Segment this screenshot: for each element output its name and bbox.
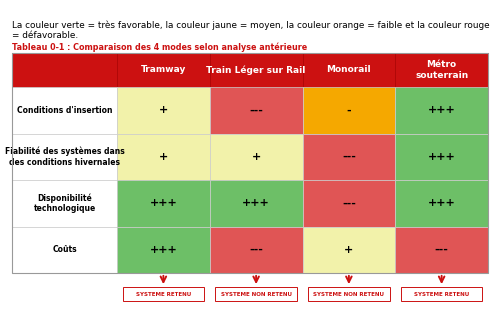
Bar: [302, 134, 395, 180]
Bar: [117, 180, 210, 226]
Bar: [401, 287, 482, 301]
Bar: [302, 226, 395, 273]
Text: Train Léger sur Rail: Train Léger sur Rail: [206, 65, 306, 75]
Bar: [12, 53, 117, 87]
Text: ---: ---: [249, 245, 263, 255]
Text: SYSTEME NON RETENU: SYSTEME NON RETENU: [314, 291, 384, 296]
Bar: [117, 134, 210, 180]
Bar: [210, 226, 302, 273]
Text: SYSTEME RETENU: SYSTEME RETENU: [414, 291, 469, 296]
Bar: [12, 134, 117, 180]
Text: +++: +++: [428, 198, 456, 208]
Text: ---: ---: [342, 198, 356, 208]
Text: +: +: [252, 152, 261, 162]
Text: +: +: [344, 245, 354, 255]
Bar: [117, 53, 210, 87]
Text: La couleur verte = très favorable, la couleur jaune = moyen, la couleur orange =: La couleur verte = très favorable, la co…: [12, 20, 490, 40]
Bar: [395, 53, 488, 87]
Bar: [210, 180, 302, 226]
Bar: [210, 134, 302, 180]
Text: Conditions d'insertion: Conditions d'insertion: [17, 106, 112, 115]
Text: SYSTEME RETENU: SYSTEME RETENU: [136, 291, 191, 296]
Bar: [302, 53, 395, 87]
Text: Coûts: Coûts: [52, 245, 77, 254]
Bar: [395, 87, 488, 134]
Bar: [210, 53, 302, 87]
Text: -: -: [346, 105, 351, 115]
Text: Tableau 0-1 : Comparaison des 4 modes selon analyse antérieure: Tableau 0-1 : Comparaison des 4 modes se…: [12, 43, 307, 53]
Text: ---: ---: [342, 152, 356, 162]
Text: +: +: [159, 105, 168, 115]
Text: +: +: [159, 152, 168, 162]
Bar: [302, 87, 395, 134]
Text: ---: ---: [249, 105, 263, 115]
Bar: [308, 287, 390, 301]
Bar: [395, 134, 488, 180]
Bar: [122, 287, 204, 301]
Bar: [395, 226, 488, 273]
Bar: [216, 287, 297, 301]
Text: Disponibilité
technologique: Disponibilité technologique: [34, 193, 96, 213]
Text: Monorail: Monorail: [326, 66, 371, 75]
Text: Fiabilité des systèmes dans
des conditions hivernales: Fiabilité des systèmes dans des conditio…: [4, 147, 124, 167]
Text: Métro
souterrain: Métro souterrain: [415, 60, 468, 80]
Bar: [12, 180, 117, 226]
Text: +++: +++: [150, 245, 177, 255]
Text: Tramway: Tramway: [140, 66, 186, 75]
Text: +++: +++: [428, 152, 456, 162]
Bar: [117, 226, 210, 273]
Bar: [395, 180, 488, 226]
Bar: [117, 87, 210, 134]
Text: +++: +++: [428, 105, 456, 115]
Text: ---: ---: [434, 245, 448, 255]
Text: +++: +++: [242, 198, 270, 208]
Bar: [12, 226, 117, 273]
Text: +++: +++: [150, 198, 177, 208]
Bar: [302, 180, 395, 226]
Text: SYSTEME NON RETENU: SYSTEME NON RETENU: [220, 291, 292, 296]
Bar: [12, 87, 117, 134]
Bar: [210, 87, 302, 134]
Bar: [12, 53, 488, 273]
